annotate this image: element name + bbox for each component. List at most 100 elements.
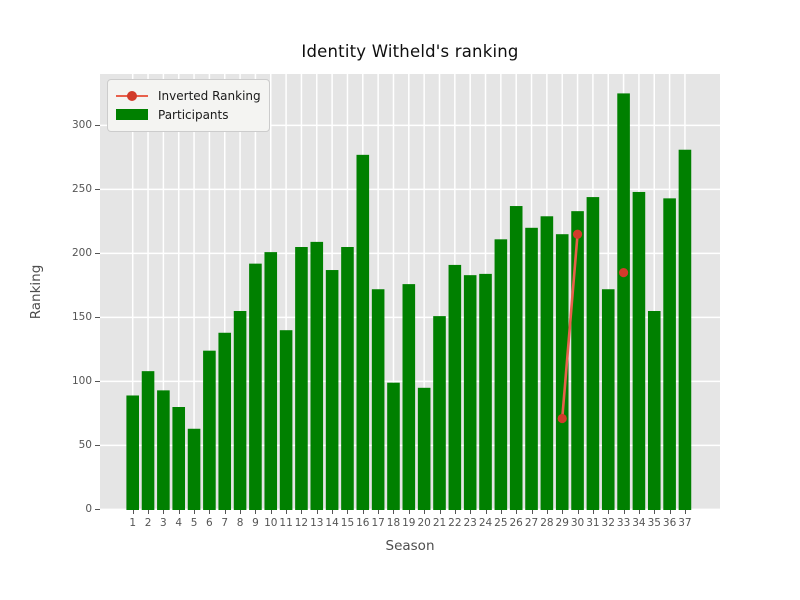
x-tick-label: 13 bbox=[310, 517, 324, 529]
x-tick-mark bbox=[255, 510, 257, 514]
x-tick-label: 17 bbox=[371, 517, 385, 529]
x-tick-mark bbox=[301, 510, 303, 514]
bar bbox=[141, 371, 155, 510]
x-tick-label: 1 bbox=[129, 517, 137, 529]
x-tick-mark bbox=[485, 510, 487, 514]
x-tick-mark bbox=[178, 510, 180, 514]
x-tick-label: 4 bbox=[175, 517, 183, 529]
bar bbox=[663, 198, 676, 510]
line-marker bbox=[557, 413, 567, 424]
bar bbox=[172, 407, 186, 510]
x-tick-label: 29 bbox=[555, 517, 569, 529]
x-tick-mark bbox=[638, 510, 640, 514]
x-tick-mark bbox=[148, 510, 150, 514]
x-tick-label: 30 bbox=[570, 517, 585, 529]
x-tick-label: 12 bbox=[294, 517, 309, 529]
x-tick-mark bbox=[623, 510, 625, 514]
legend-entry-inverted-ranking: Inverted Ranking bbox=[116, 86, 261, 105]
line-marker bbox=[618, 268, 629, 278]
x-tick-mark bbox=[362, 510, 364, 514]
bar bbox=[540, 216, 554, 510]
bar bbox=[647, 311, 661, 510]
bar bbox=[678, 149, 692, 510]
chart-canvas bbox=[100, 74, 720, 510]
x-tick-label: 28 bbox=[540, 517, 554, 529]
x-tick-mark bbox=[286, 510, 288, 514]
x-tick-mark bbox=[270, 510, 272, 514]
x-tick-label: 27 bbox=[524, 517, 539, 529]
x-tick-mark bbox=[194, 510, 196, 514]
x-tick-label: 6 bbox=[206, 517, 213, 529]
x-tick-mark bbox=[562, 510, 564, 514]
bar bbox=[479, 273, 492, 510]
x-tick-label: 33 bbox=[616, 517, 631, 529]
x-tick-label: 24 bbox=[478, 517, 493, 529]
x-tick-label: 11 bbox=[279, 517, 293, 529]
x-tick-label: 15 bbox=[340, 517, 355, 529]
x-tick-label: 20 bbox=[417, 517, 431, 529]
bar bbox=[249, 263, 262, 510]
y-tick-mark bbox=[95, 189, 100, 191]
bar bbox=[325, 270, 339, 510]
y-tick-mark bbox=[95, 125, 100, 127]
x-tick-label: 10 bbox=[264, 517, 278, 529]
x-tick-label: 32 bbox=[601, 517, 615, 529]
x-tick-label: 26 bbox=[509, 517, 523, 529]
x-tick-mark bbox=[654, 510, 656, 514]
x-tick-mark bbox=[163, 510, 165, 514]
x-tick-mark bbox=[224, 510, 226, 514]
y-tick-mark bbox=[95, 381, 100, 383]
legend-entry-participants: Participants bbox=[116, 105, 261, 124]
x-tick-mark bbox=[316, 510, 318, 514]
legend-marker-icon bbox=[127, 90, 137, 101]
bar bbox=[417, 387, 431, 510]
bar bbox=[279, 330, 293, 510]
y-tick-mark bbox=[95, 445, 100, 447]
x-tick-label: 25 bbox=[494, 517, 508, 529]
bar bbox=[341, 247, 354, 510]
bar bbox=[617, 93, 630, 510]
x-tick-label: 22 bbox=[448, 517, 462, 529]
x-tick-mark bbox=[408, 510, 410, 514]
bar bbox=[218, 332, 232, 510]
x-tick-label: 3 bbox=[160, 517, 167, 529]
x-tick-label: 23 bbox=[463, 517, 477, 529]
x-tick-label: 35 bbox=[647, 517, 661, 529]
x-tick-mark bbox=[378, 510, 380, 514]
bar bbox=[632, 191, 646, 510]
bar bbox=[310, 241, 324, 510]
bar bbox=[295, 247, 308, 510]
bar bbox=[157, 390, 170, 510]
x-tick-mark bbox=[546, 510, 548, 514]
x-tick-mark bbox=[454, 510, 456, 514]
bar bbox=[463, 275, 477, 510]
x-tick-label: 21 bbox=[432, 517, 447, 529]
y-tick-label: 100 bbox=[71, 375, 92, 388]
bar bbox=[525, 227, 538, 510]
bar bbox=[402, 284, 416, 510]
line-segment bbox=[560, 234, 579, 419]
line-marker-swatch-icon bbox=[116, 90, 148, 101]
x-tick-label: 5 bbox=[190, 517, 198, 529]
x-tick-label: 34 bbox=[632, 517, 646, 529]
bar bbox=[387, 382, 400, 510]
x-tick-label: 19 bbox=[402, 517, 416, 529]
y-tick-label: 300 bbox=[71, 119, 92, 132]
x-tick-mark bbox=[424, 510, 426, 514]
bar bbox=[601, 289, 615, 510]
x-tick-mark bbox=[439, 510, 441, 514]
x-tick-label: 2 bbox=[144, 517, 152, 529]
bar bbox=[233, 311, 247, 510]
bar bbox=[555, 234, 569, 510]
x-tick-label: 8 bbox=[236, 517, 244, 529]
y-tick-label: 150 bbox=[71, 311, 92, 324]
bar bbox=[356, 154, 370, 510]
y-tick-label: 50 bbox=[78, 439, 92, 452]
x-tick-mark bbox=[531, 510, 533, 514]
legend: Inverted Ranking Participants bbox=[107, 79, 270, 132]
x-tick-label: 14 bbox=[325, 517, 339, 529]
x-tick-mark bbox=[608, 510, 610, 514]
x-tick-label: 16 bbox=[356, 517, 370, 529]
chart-title: Identity Witheld's ranking bbox=[301, 42, 519, 61]
x-tick-mark bbox=[684, 510, 686, 514]
